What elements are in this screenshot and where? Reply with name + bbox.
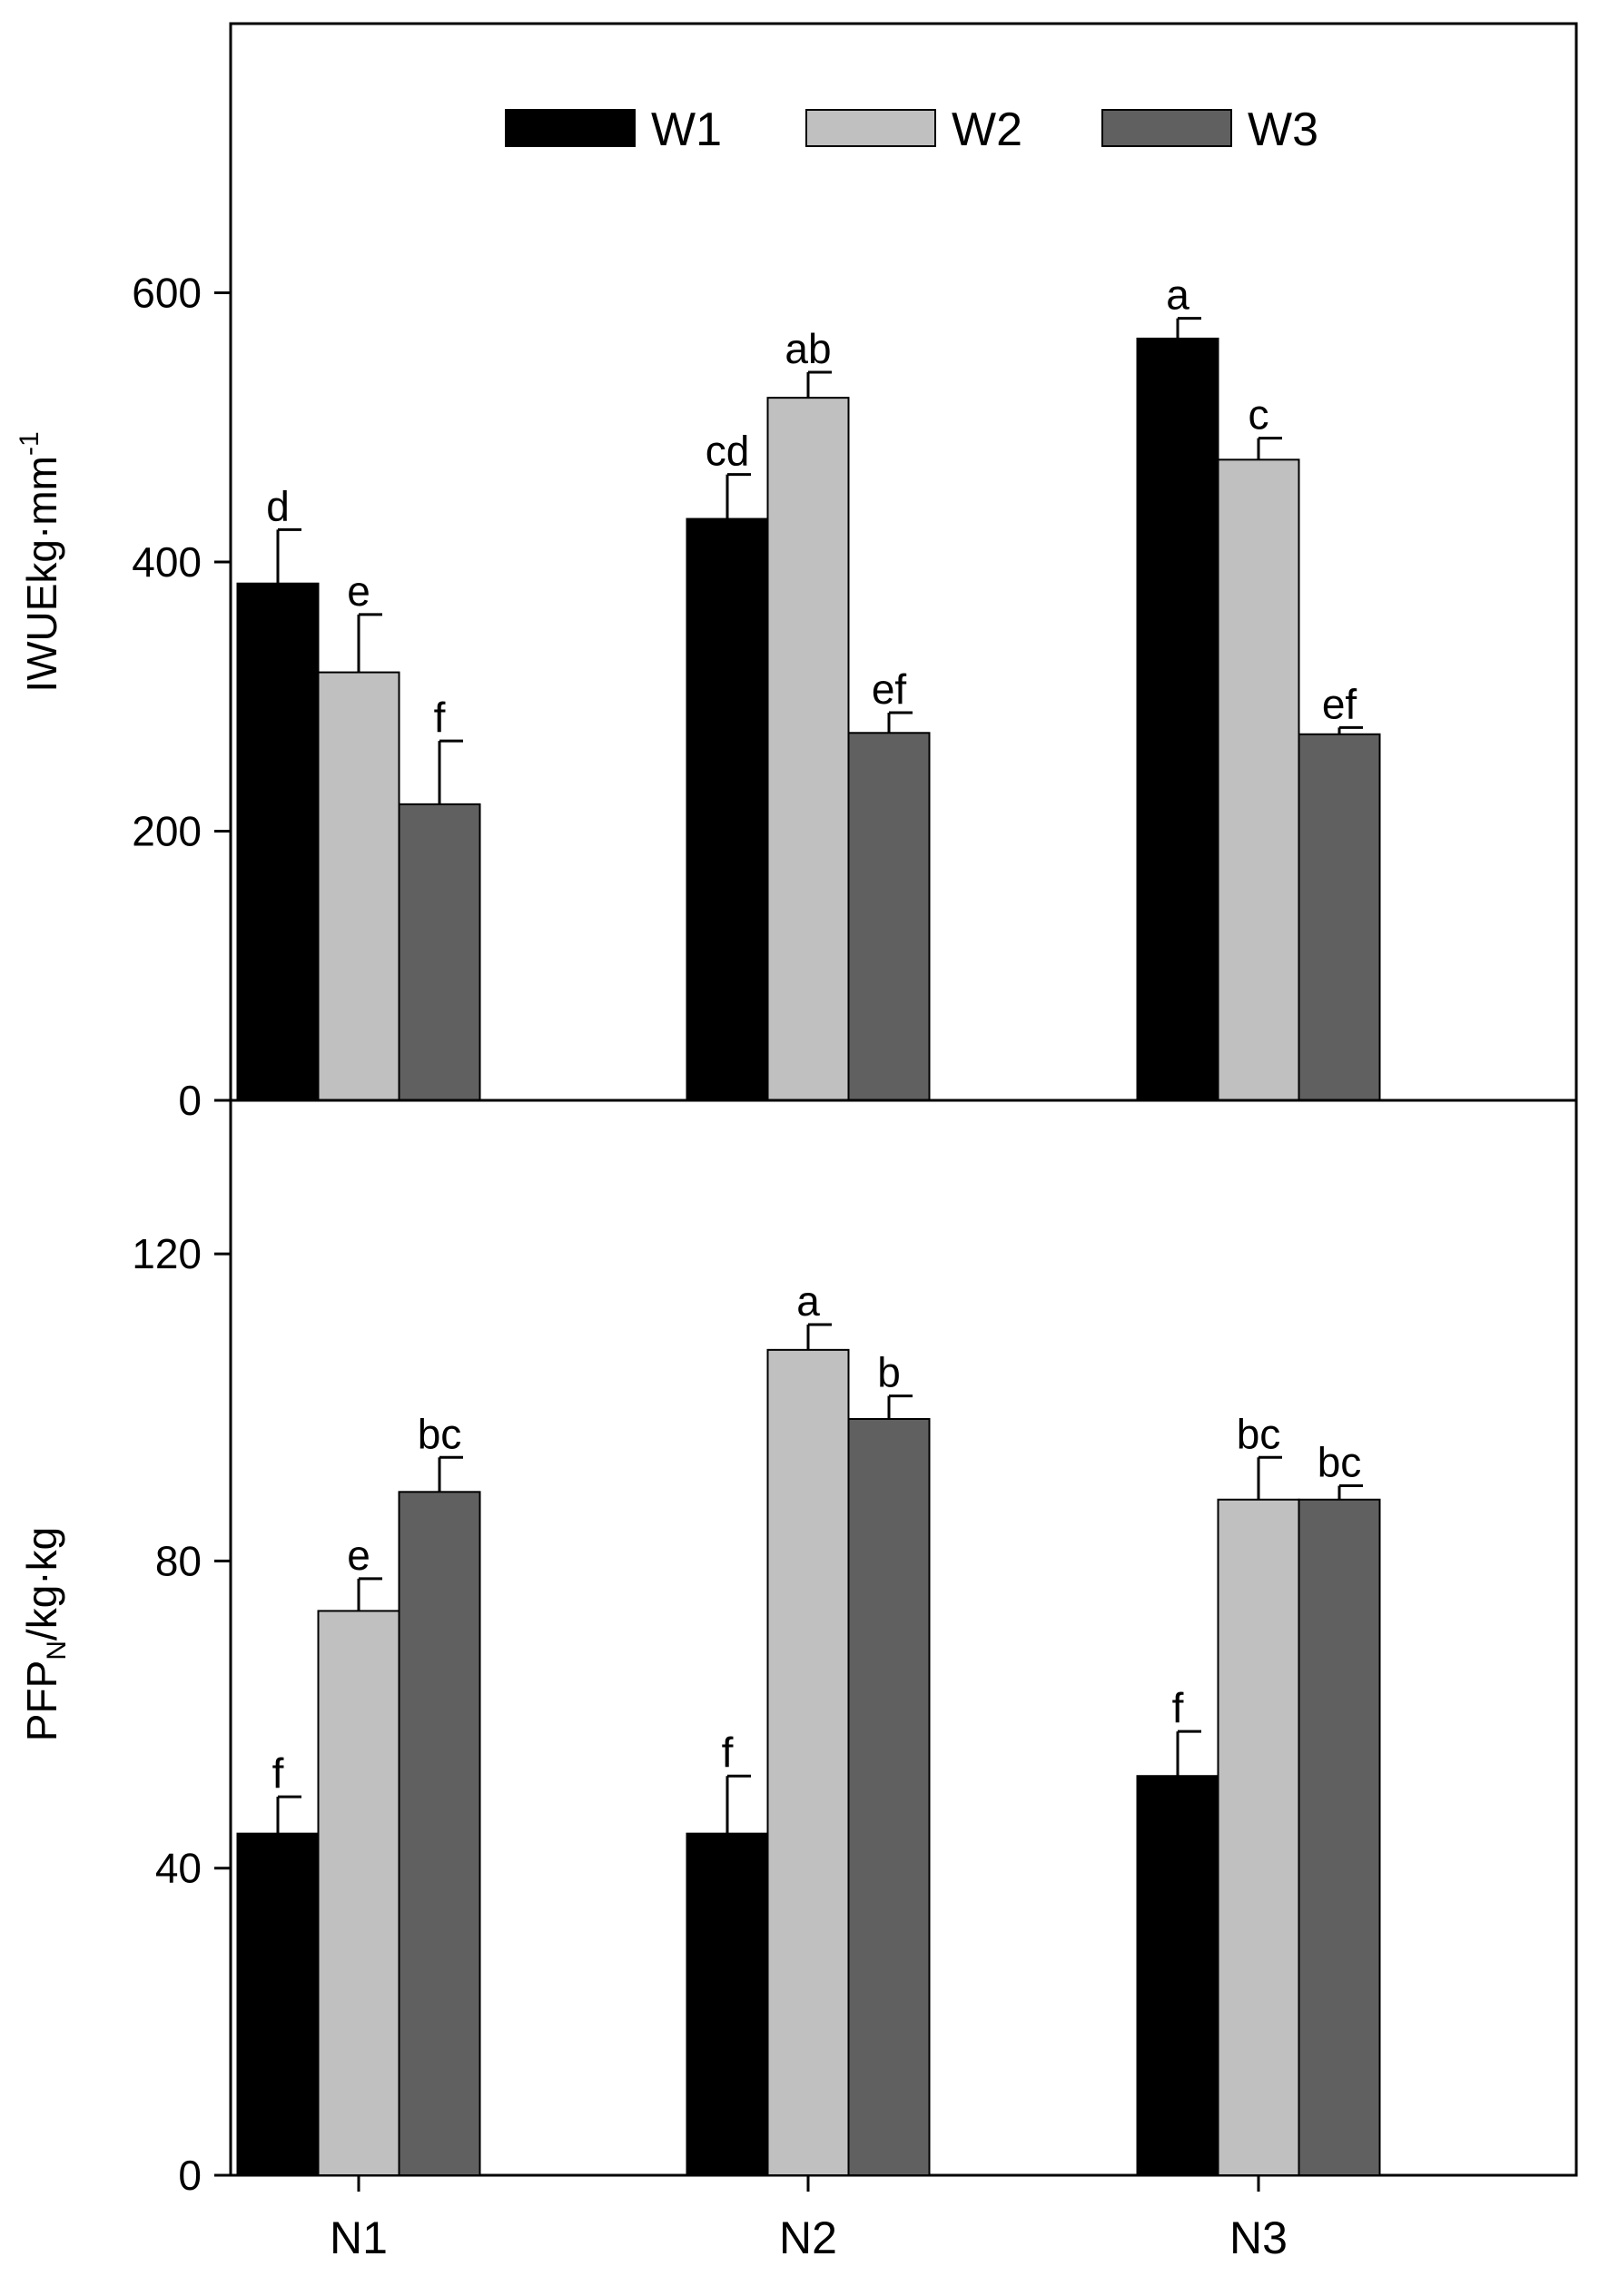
bottom-y-tick-label-40: 40	[155, 1845, 202, 1892]
x-axis: N1 N2 N3	[330, 2175, 1288, 2263]
bottom-bars	[236, 1348, 1381, 2177]
bottom-sig-label-W3-N2: b	[877, 1349, 901, 1396]
top-bar-W1-N3	[1136, 337, 1219, 1101]
bottom-bar-W1-N2	[686, 1832, 769, 2176]
top-y-tick-label-600: 600	[132, 270, 202, 317]
bottom-sig-label-W1-N1: f	[272, 1749, 284, 1797]
legend-swatch-W3	[1101, 109, 1232, 147]
top-y-tick-label-0: 0	[178, 1077, 202, 1124]
top-bar-W3-N2	[847, 732, 931, 1102]
top-bar-W2-N3	[1217, 458, 1300, 1101]
x-tick-label-N2: N2	[779, 2212, 837, 2263]
legend-swatch-W1	[505, 109, 636, 147]
top-y-axis-title: IWUEkg·mm-1	[15, 431, 65, 692]
legend: W1 W2 W3	[505, 103, 1318, 156]
legend-label-W1: W1	[651, 103, 722, 156]
bottom-y-tick-label-0: 0	[178, 2152, 202, 2199]
top-sig-label-W3-N1: f	[434, 694, 446, 741]
legend-swatch-W2	[805, 109, 936, 147]
legend-label-W2: W2	[952, 103, 1022, 156]
bottom-sig-label-W2-N1: e	[347, 1532, 370, 1579]
top-significance-labels: d cd a e ab c f ef ef	[266, 271, 1357, 742]
top-y-tick-label-400: 400	[132, 538, 202, 586]
top-sig-label-W2-N2: ab	[785, 325, 831, 372]
top-sig-label-W3-N3: ef	[1322, 680, 1357, 727]
bottom-bar-W3-N3	[1298, 1498, 1381, 2177]
bottom-error-bars	[276, 1323, 1363, 1834]
top-error-bars	[276, 317, 1363, 804]
top-bar-W2-N1	[317, 671, 400, 1101]
bottom-sig-label-W1-N2: f	[722, 1729, 734, 1776]
bottom-sig-label-W2-N2: a	[796, 1277, 820, 1325]
bottom-bar-W2-N1	[317, 1610, 400, 2176]
bottom-bar-W3-N2	[847, 1417, 931, 2176]
top-bars	[236, 337, 1381, 1102]
bottom-bar-W3-N1	[398, 1491, 481, 2177]
top-sig-label-W1-N3: a	[1166, 271, 1189, 319]
bottom-y-tick-label-80: 80	[155, 1537, 202, 1584]
bottom-y-axis: 0 40 80 120	[132, 1230, 231, 2199]
top-sig-label-W2-N1: e	[347, 567, 370, 615]
top-y-tick-label-200: 200	[132, 808, 202, 855]
top-sig-label-W1-N1: d	[266, 482, 290, 529]
bottom-sig-label-W2-N3: bc	[1237, 1410, 1281, 1457]
top-bar-W1-N2	[686, 517, 769, 1101]
bottom-bar-W1-N1	[236, 1832, 320, 2176]
bottom-y-tick-label-120: 120	[132, 1230, 202, 1277]
bottom-sig-label-W3-N3: bc	[1318, 1439, 1362, 1486]
top-sig-label-W1-N2: cd	[706, 428, 750, 475]
top-sig-label-W3-N2: ef	[872, 665, 907, 713]
top-sig-label-W2-N3: c	[1249, 391, 1269, 439]
top-bar-W2-N2	[766, 397, 850, 1101]
bottom-y-axis-title: PFPN/kg·kg	[18, 1527, 72, 1741]
x-tick-label-N1: N1	[330, 2212, 388, 2263]
top-y-axis: 0 200 400 600	[132, 270, 231, 1124]
top-bar-W3-N3	[1298, 733, 1381, 1101]
bottom-bar-W1-N3	[1136, 1775, 1219, 2176]
top-bar-W3-N1	[398, 803, 481, 1101]
bottom-sig-label-W3-N1: bc	[418, 1410, 462, 1457]
bottom-bar-W2-N3	[1217, 1498, 1300, 2177]
bottom-bar-W2-N2	[766, 1348, 850, 2177]
x-tick-label-N3: N3	[1229, 2212, 1288, 2263]
legend-label-W3: W3	[1248, 103, 1318, 156]
bottom-sig-label-W1-N3: f	[1172, 1684, 1184, 1731]
top-bar-W1-N1	[236, 582, 320, 1101]
